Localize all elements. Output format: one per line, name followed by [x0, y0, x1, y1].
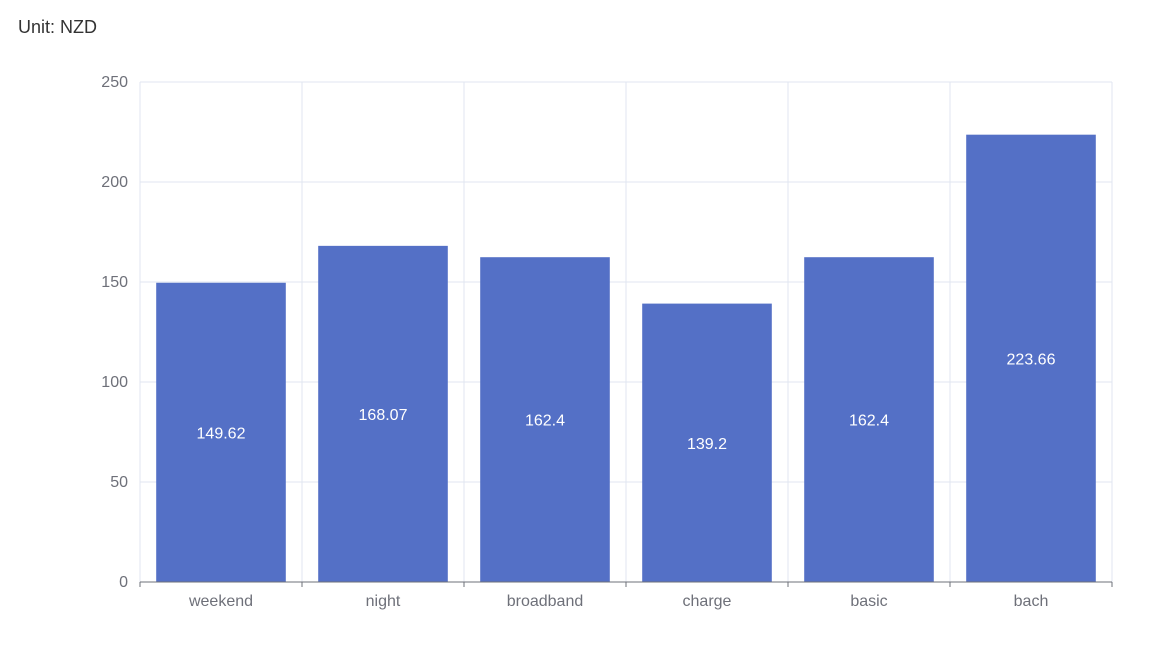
- bar-basic: [804, 257, 934, 582]
- bar-data-label: 223.66: [1007, 351, 1056, 368]
- bar-weekend: [156, 282, 286, 582]
- y-tick-label: 100: [101, 374, 128, 391]
- x-tick-label: weekend: [188, 593, 253, 610]
- bar-broadband: [480, 257, 610, 582]
- y-tick-label: 0: [119, 574, 128, 591]
- x-tick-label: bach: [1014, 593, 1049, 610]
- x-tick-label: basic: [850, 593, 887, 610]
- unit-label: Unit: NZD: [18, 17, 98, 37]
- bar-night: [318, 245, 448, 583]
- bar-charge: [642, 303, 772, 582]
- labels: 0 50 100 150 200 250 149.62 weekend 168.07 night 1…: [101, 74, 1055, 610]
- y-tick-label: 250: [101, 74, 128, 91]
- bar-data-label: 162.4: [525, 413, 565, 430]
- bar-data-label: 168.07: [359, 407, 408, 424]
- x-tick-label: charge: [683, 593, 732, 610]
- bar-data-label: 139.2: [687, 436, 727, 453]
- bar-data-label: 162.4: [849, 413, 889, 430]
- x-tick-label: night: [366, 593, 401, 610]
- bar-bach: [966, 134, 1096, 582]
- y-tick-label: 200: [101, 174, 128, 191]
- axes: [139, 581, 1113, 587]
- x-tick-label: broadband: [507, 593, 584, 610]
- grid-lines: [139, 81, 1113, 582]
- bar-data-label: 149.62: [197, 425, 246, 442]
- y-tick-label: 150: [101, 274, 128, 291]
- bars: [156, 134, 1096, 583]
- y-tick-label: 50: [110, 474, 128, 491]
